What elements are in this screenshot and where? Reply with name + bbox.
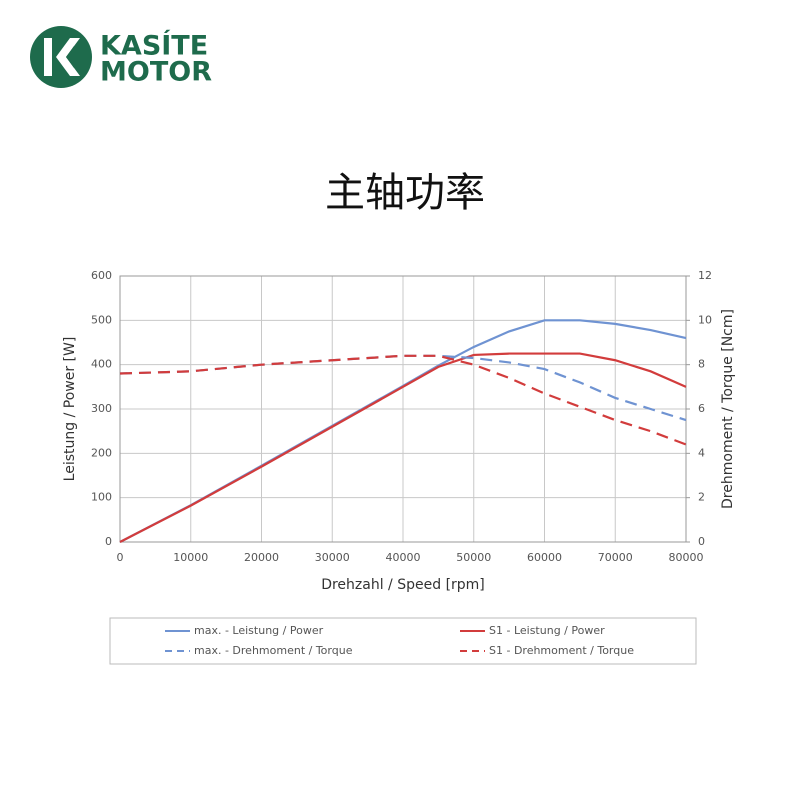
logo-mark — [56, 38, 80, 76]
power-line — [119, 352, 687, 543]
legend-label: S1 - Leistung / Power — [489, 624, 605, 637]
y-tick-label: 600 — [91, 269, 112, 282]
y2-tick-label: 0 — [698, 535, 705, 548]
y-tick-label: 200 — [91, 446, 112, 459]
x-tick-label: 40000 — [386, 551, 421, 564]
x-tick-label: 80000 — [669, 551, 704, 564]
legend-label: S1 - Drehmoment / Torque — [489, 644, 634, 657]
x-tick-label: 70000 — [598, 551, 633, 564]
logo-mark — [66, 46, 78, 68]
plot-border — [119, 275, 687, 543]
y-tick-label: 400 — [91, 358, 112, 371]
x-tick-label: 10000 — [173, 551, 208, 564]
y-tick-label: 300 — [91, 402, 112, 415]
y-tick-label: 0 — [105, 535, 112, 548]
y2-tick-label: 4 — [698, 446, 705, 459]
y-axis-label: Leistung / Power [W] — [62, 337, 78, 482]
x-axis-label: Drehzahl / Speed [rpm] — [321, 577, 485, 593]
y-tick-label: 100 — [91, 491, 112, 504]
y2-tick-label: 12 — [698, 269, 712, 282]
y2-axis-label: Drehmoment / Torque [Ncm] — [720, 309, 736, 509]
x-tick-label: 0 — [117, 551, 124, 564]
x-tick-label: 50000 — [456, 551, 491, 564]
y2-tick-label: 6 — [698, 402, 705, 415]
logo-text: KASÍTE — [100, 30, 208, 62]
y-tick-label: 500 — [91, 313, 112, 326]
x-tick-label: 30000 — [315, 551, 350, 564]
y2-tick-label: 2 — [698, 491, 705, 504]
torque-line — [119, 354, 687, 446]
legend-label: max. - Drehmoment / Torque — [194, 644, 353, 657]
x-tick-label: 60000 — [527, 551, 562, 564]
y2-tick-label: 10 — [698, 313, 712, 326]
legend-label: max. - Leistung / Power — [194, 624, 324, 637]
y2-tick-label: 8 — [698, 358, 705, 371]
logo-mark — [44, 38, 52, 76]
logo: KASÍTE MOTOR — [30, 26, 212, 88]
chart-title: 主轴功率 — [325, 170, 485, 216]
logo-text: MOTOR — [100, 57, 212, 88]
x-tick-label: 20000 — [244, 551, 279, 564]
legend-box — [109, 617, 697, 665]
